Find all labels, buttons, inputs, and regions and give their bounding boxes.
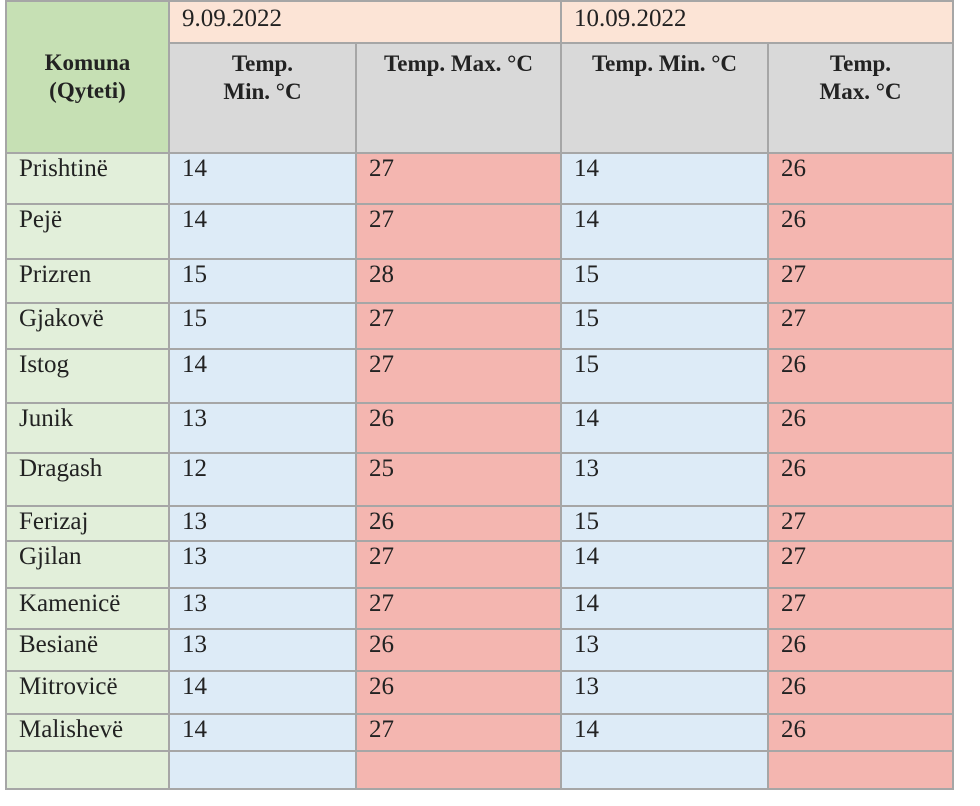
table-row: Malishevë 14 27 14 26 [5, 713, 954, 752]
temp-max: 26 [355, 670, 562, 715]
temp-min: 13 [168, 505, 357, 542]
city-name: Malishevë [5, 713, 170, 752]
temp-min: 15 [168, 302, 357, 350]
temp-max: 27 [767, 540, 954, 589]
temp-max: 28 [355, 258, 562, 304]
city-name: Junik [5, 402, 170, 454]
temp-max: 27 [355, 587, 562, 630]
column-header: Temp. Min. °C [560, 42, 769, 154]
temp-min: 14 [168, 203, 357, 260]
temp-min: 13 [168, 402, 357, 454]
table-row: Gjakovë 15 27 15 27 [5, 302, 954, 350]
temp-max: 26 [767, 452, 954, 507]
temp-max: 26 [767, 152, 954, 205]
temp-min: 14 [560, 402, 769, 454]
temp-max: 26 [767, 348, 954, 404]
empty-cell [5, 750, 170, 790]
temp-min: 13 [560, 628, 769, 672]
temp-max: 27 [355, 152, 562, 205]
table-row: Prishtinë 14 27 14 26 [5, 152, 954, 205]
temp-min: 15 [560, 348, 769, 404]
city-name: Gjakovë [5, 302, 170, 350]
temperature-table: Komuna (Qyteti) 9.09.2022 10.09.2022 Tem… [5, 0, 954, 790]
temp-min: 14 [168, 152, 357, 205]
table-row: Prizren 15 28 15 27 [5, 258, 954, 304]
temp-min: 12 [168, 452, 357, 507]
temp-max: 27 [355, 302, 562, 350]
table-row: Junik 13 26 14 26 [5, 402, 954, 454]
temp-min: 14 [168, 348, 357, 404]
temp-min: 14 [168, 713, 357, 752]
temp-min: 14 [168, 670, 357, 715]
temp-max: 26 [767, 203, 954, 260]
temp-min: 15 [560, 505, 769, 542]
temp-min: 15 [560, 302, 769, 350]
temp-max: 26 [355, 505, 562, 542]
city-name: Mitrovicë [5, 670, 170, 715]
temp-min: 15 [560, 258, 769, 304]
temp-min: 14 [560, 540, 769, 589]
city-name: Kamenicë [5, 587, 170, 630]
temp-max: 26 [767, 670, 954, 715]
empty-cell [560, 750, 769, 790]
temp-min: 13 [168, 587, 357, 630]
column-header: Temp. Max. °C [355, 42, 562, 154]
city-name: Ferizaj [5, 505, 170, 542]
table-row: Besianë 13 26 13 26 [5, 628, 954, 672]
table-row: Dragash 12 25 13 26 [5, 452, 954, 507]
table-row: Ferizaj 13 26 15 27 [5, 505, 954, 542]
table-row: Kamenicë 13 27 14 27 [5, 587, 954, 630]
table-row: Mitrovicë 14 26 13 26 [5, 670, 954, 715]
temp-max: 26 [767, 713, 954, 752]
temp-max: 26 [355, 628, 562, 672]
city-name: Gjilan [5, 540, 170, 589]
temp-max: 27 [355, 713, 562, 752]
empty-cell [355, 750, 562, 790]
temp-max: 27 [767, 505, 954, 542]
table-row: Pejë 14 27 14 26 [5, 203, 954, 260]
temp-max: 26 [767, 628, 954, 672]
temp-max: 26 [355, 402, 562, 454]
city-column-header: Komuna (Qyteti) [5, 0, 170, 154]
empty-row [5, 750, 954, 790]
temp-max: 26 [767, 402, 954, 454]
empty-cell [168, 750, 357, 790]
temp-max: 25 [355, 452, 562, 507]
city-name: Dragash [5, 452, 170, 507]
temp-max: 27 [355, 203, 562, 260]
table-row: Istog 14 27 15 26 [5, 348, 954, 404]
temp-min: 14 [560, 152, 769, 205]
temp-min: 13 [560, 670, 769, 715]
temp-min: 14 [560, 587, 769, 630]
empty-cell [767, 750, 954, 790]
temp-min: 14 [560, 203, 769, 260]
city-name: Prishtinë [5, 152, 170, 205]
table-row: Gjilan 13 27 14 27 [5, 540, 954, 589]
date-header: 9.09.2022 [168, 0, 562, 44]
temp-max: 27 [767, 258, 954, 304]
column-header: Temp. Min. °C [168, 42, 357, 154]
column-header: Temp. Max. °C [767, 42, 954, 154]
city-name: Pejë [5, 203, 170, 260]
city-name: Istog [5, 348, 170, 404]
temp-min: 14 [560, 713, 769, 752]
temp-max: 27 [355, 348, 562, 404]
date-header: 10.09.2022 [560, 0, 954, 44]
temp-max: 27 [767, 587, 954, 630]
temp-max: 27 [767, 302, 954, 350]
temp-min: 13 [560, 452, 769, 507]
temp-min: 13 [168, 540, 357, 589]
city-name: Besianë [5, 628, 170, 672]
temp-min: 13 [168, 628, 357, 672]
temp-max: 27 [355, 540, 562, 589]
city-name: Prizren [5, 258, 170, 304]
temp-min: 15 [168, 258, 357, 304]
